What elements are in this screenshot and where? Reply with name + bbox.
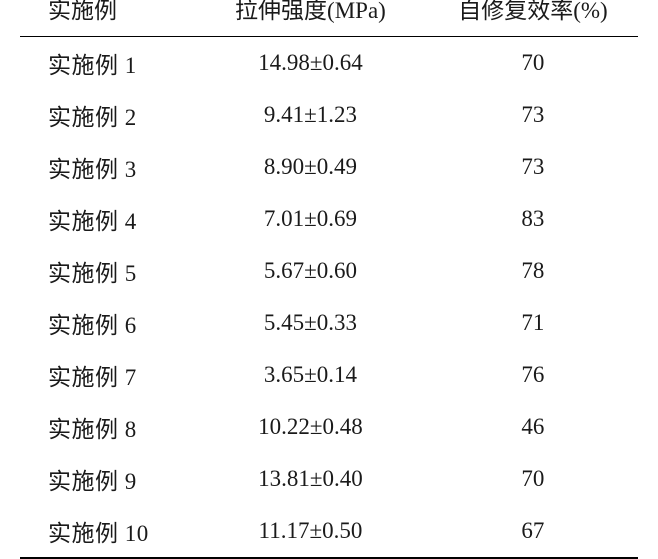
column-header-tensile-strength: 拉伸强度(MPa): [193, 0, 428, 37]
table-row: 实施例 5 5.67±0.60 78: [20, 245, 638, 297]
table-row: 实施例 1 14.98±0.64 70: [20, 37, 638, 90]
cell-self-healing-efficiency: 73: [428, 89, 638, 141]
cell-example: 实施例 6: [20, 297, 193, 349]
cell-self-healing-efficiency: 67: [428, 505, 638, 558]
table-row: 实施例 8 10.22±0.48 46: [20, 401, 638, 453]
cell-tensile-strength: 7.01±0.69: [193, 193, 428, 245]
cell-example: 实施例 1: [20, 37, 193, 90]
cell-tensile-strength: 11.17±0.50: [193, 505, 428, 558]
cell-example: 实施例 10: [20, 505, 193, 558]
header-row: 实施例 拉伸强度(MPa) 自修复效率(%): [20, 0, 638, 37]
table-row: 实施例 10 11.17±0.50 67: [20, 505, 638, 558]
cell-tensile-strength: 5.67±0.60: [193, 245, 428, 297]
cell-tensile-strength: 8.90±0.49: [193, 141, 428, 193]
table-container: 实施例 拉伸强度(MPa) 自修复效率(%) 实施例 1 14.98±0.64 …: [20, 0, 638, 559]
table-row: 实施例 9 13.81±0.40 70: [20, 453, 638, 505]
cell-example: 实施例 4: [20, 193, 193, 245]
table-row: 实施例 2 9.41±1.23 73: [20, 89, 638, 141]
cell-tensile-strength: 13.81±0.40: [193, 453, 428, 505]
cell-example: 实施例 3: [20, 141, 193, 193]
cell-self-healing-efficiency: 73: [428, 141, 638, 193]
cell-self-healing-efficiency: 78: [428, 245, 638, 297]
cell-tensile-strength: 9.41±1.23: [193, 89, 428, 141]
table-row: 实施例 4 7.01±0.69 83: [20, 193, 638, 245]
data-table: 实施例 拉伸强度(MPa) 自修复效率(%) 实施例 1 14.98±0.64 …: [20, 0, 638, 559]
cell-example: 实施例 5: [20, 245, 193, 297]
cell-example: 实施例 9: [20, 453, 193, 505]
cell-tensile-strength: 5.45±0.33: [193, 297, 428, 349]
column-header-self-healing-efficiency: 自修复效率(%): [428, 0, 638, 37]
table-row: 实施例 7 3.65±0.14 76: [20, 349, 638, 401]
table-header: 实施例 拉伸强度(MPa) 自修复效率(%): [20, 0, 638, 37]
cell-example: 实施例 2: [20, 89, 193, 141]
table-row: 实施例 3 8.90±0.49 73: [20, 141, 638, 193]
cell-self-healing-efficiency: 70: [428, 37, 638, 90]
column-header-example: 实施例: [20, 0, 193, 37]
table-row: 实施例 6 5.45±0.33 71: [20, 297, 638, 349]
cell-self-healing-efficiency: 76: [428, 349, 638, 401]
cell-self-healing-efficiency: 70: [428, 453, 638, 505]
cell-tensile-strength: 14.98±0.64: [193, 37, 428, 90]
cell-self-healing-efficiency: 46: [428, 401, 638, 453]
cell-example: 实施例 7: [20, 349, 193, 401]
cell-example: 实施例 8: [20, 401, 193, 453]
table-body: 实施例 1 14.98±0.64 70 实施例 2 9.41±1.23 73 实…: [20, 37, 638, 559]
cell-self-healing-efficiency: 83: [428, 193, 638, 245]
cell-self-healing-efficiency: 71: [428, 297, 638, 349]
cell-tensile-strength: 10.22±0.48: [193, 401, 428, 453]
cell-tensile-strength: 3.65±0.14: [193, 349, 428, 401]
